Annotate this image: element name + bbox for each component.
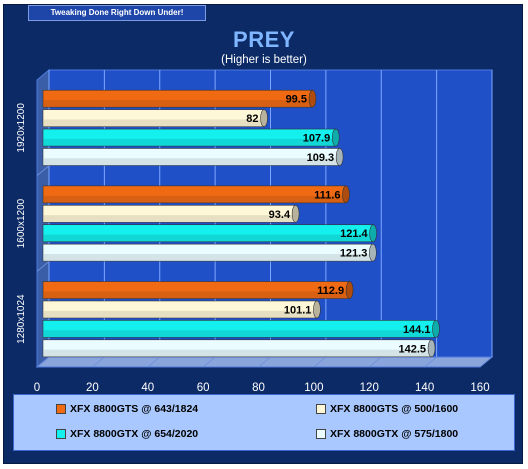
bar-cap-0-3 <box>335 148 344 166</box>
floor-gridline-8 <box>479 356 493 368</box>
data-label-1-2: 121.4 <box>340 228 368 240</box>
category-label-0: 1920x1200 <box>16 103 27 153</box>
site-banner: Tweaking Done Right Down Under! <box>28 5 206 21</box>
data-label-2-1: 101.1 <box>284 304 312 316</box>
x-tick-label-7: 140 <box>415 382 434 394</box>
x-tick-label-2: 40 <box>141 382 154 394</box>
legend-label-3: XFX 8800GTX @ 575/1800 <box>330 428 459 440</box>
legend-label-0: XFX 8800GTS @ 643/1824 <box>70 403 199 415</box>
data-label-2-2: 144.1 <box>403 324 431 336</box>
data-label-0-0: 99.5 <box>286 94 307 106</box>
bar-shade-2-0 <box>43 291 350 299</box>
floor-gridline-1 <box>92 356 105 368</box>
x-tick-label-0: 0 <box>34 382 40 394</box>
legend-item-0: XFX 8800GTS @ 643/1824 <box>56 403 198 415</box>
bar-shade-1-1 <box>43 215 296 223</box>
x-tick-label-5: 100 <box>304 382 323 394</box>
category-label-1: 1600x1200 <box>16 198 27 248</box>
floor-gridline-3 <box>202 356 216 368</box>
bar-shade-2-1 <box>43 310 317 318</box>
chart-subtitle: (Higher is better) <box>221 54 307 66</box>
x-tick-label-4: 80 <box>252 382 265 394</box>
bar-cap-2-2 <box>432 320 440 338</box>
legend-item-1: XFX 8800GTS @ 500/1600 <box>316 403 458 415</box>
data-label-2-3: 142.5 <box>399 343 427 355</box>
legend-swatch-2 <box>56 429 66 439</box>
bar-shade-1-0 <box>43 195 346 203</box>
bar-cap-1-1 <box>291 204 300 223</box>
legend-label-1: XFX 8800GTS @ 500/1600 <box>330 403 459 415</box>
x-tick-label-3: 60 <box>197 382 210 394</box>
chart-title: PREY <box>233 27 295 52</box>
bar-shade-0-0 <box>43 100 313 108</box>
legend-swatch-0 <box>56 404 66 414</box>
bar-cap-1-0 <box>342 185 350 204</box>
floor-gridline-6 <box>368 356 382 368</box>
bar-shade-1-3 <box>43 253 373 262</box>
bar-shade-0-3 <box>43 158 340 166</box>
legend-swatch-1 <box>316 404 326 414</box>
bar-shade-2-2 <box>43 330 436 338</box>
data-label-1-1: 93.4 <box>269 209 291 221</box>
category-label-2: 1280x1024 <box>16 294 27 344</box>
category-separator-2 <box>36 260 50 272</box>
bar-shade-0-2 <box>43 138 336 147</box>
category-separator-1 <box>36 165 50 177</box>
data-label-2-0: 112.9 <box>317 285 344 297</box>
data-label-1-3: 121.3 <box>340 248 368 260</box>
bar-shade-1-2 <box>43 234 374 242</box>
bar-cap-1-3 <box>369 243 377 262</box>
bar-shade-0-1 <box>43 119 265 127</box>
bar-cap-0-0 <box>308 89 317 108</box>
legend-item-2: XFX 8800GTX @ 654/2020 <box>56 428 198 440</box>
floor-gridline-7 <box>424 356 437 368</box>
bar-shade-2-3 <box>43 349 432 357</box>
chart-legend: XFX 8800GTS @ 643/1824 XFX 8800GTS @ 500… <box>13 394 515 451</box>
bar-cap-0-1 <box>260 109 268 127</box>
data-label-1-0: 111.6 <box>314 189 340 201</box>
legend-item-3: XFX 8800GTX @ 575/1800 <box>316 428 458 440</box>
floor-gridline-0 <box>36 356 50 368</box>
x-tick-label-1: 20 <box>86 382 99 394</box>
legend-label-2: XFX 8800GTX @ 654/2020 <box>70 428 199 440</box>
x-tick-label-6: 120 <box>360 382 379 394</box>
floor-gridline-4 <box>258 356 271 368</box>
bar-cap-2-1 <box>313 300 321 319</box>
bar-cap-2-0 <box>345 281 354 299</box>
data-label-0-3: 109.3 <box>307 152 335 164</box>
data-label-0-2: 107.9 <box>303 133 331 145</box>
bar-cap-1-2 <box>369 224 377 243</box>
bar-cap-0-2 <box>331 128 340 147</box>
x-tick-label-8: 160 <box>470 382 489 394</box>
floor-gridline-5 <box>313 356 327 368</box>
floor-gridline-2 <box>147 356 161 368</box>
data-label-0-1: 82 <box>246 113 258 125</box>
bar-cap-2-3 <box>427 339 436 358</box>
legend-swatch-3 <box>316 429 326 439</box>
